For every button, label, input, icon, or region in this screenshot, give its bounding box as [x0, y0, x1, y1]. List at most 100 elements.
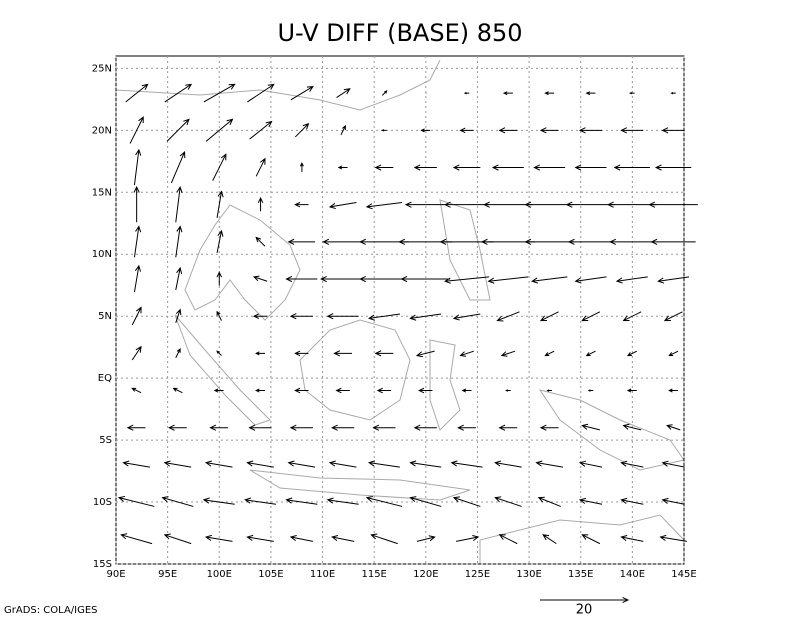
wind-vector — [500, 350, 516, 357]
wind-vector — [609, 238, 655, 245]
wind-vector — [413, 424, 437, 431]
wind-vector — [620, 460, 644, 468]
wind-vector — [418, 387, 433, 394]
wind-vector — [581, 311, 601, 322]
wind-vector — [648, 201, 698, 208]
wind-vector — [581, 534, 601, 545]
wind-vector — [663, 311, 683, 322]
wind-vector — [204, 460, 233, 468]
wind-vector — [615, 276, 648, 284]
y-tick-label: 10N — [92, 249, 112, 260]
wind-vector — [255, 388, 265, 393]
wind-vector — [255, 236, 266, 247]
x-tick-label: 145E — [671, 569, 696, 580]
wind-vector — [131, 387, 142, 394]
wind-vector — [285, 497, 318, 505]
wind-vector — [209, 424, 229, 431]
wind-vector — [539, 311, 559, 322]
wind-vector — [247, 83, 275, 103]
wind-vector — [161, 496, 194, 507]
wind-vector — [668, 388, 679, 393]
wind-vector — [216, 310, 222, 321]
wind-vector — [326, 313, 359, 320]
coastline — [249, 469, 471, 501]
wind-vector — [533, 164, 566, 171]
wind-vector — [163, 460, 192, 468]
wind-vector — [202, 497, 235, 505]
wind-vector — [166, 118, 190, 142]
wind-vector — [326, 497, 359, 505]
wind-vector — [629, 91, 635, 95]
wind-vector — [665, 424, 681, 431]
wind-vector — [578, 497, 603, 505]
wind-vector — [337, 165, 348, 170]
wind-vector — [542, 534, 557, 545]
wind-vector — [340, 124, 346, 135]
wind-vector — [613, 164, 650, 171]
wind-vector — [574, 164, 607, 171]
wind-vector — [216, 229, 224, 253]
wind-vector — [131, 306, 142, 326]
y-tick-label: 25N — [92, 63, 112, 74]
wind-vector — [365, 201, 403, 210]
wind-vector — [585, 350, 596, 357]
wind-vector — [246, 460, 274, 468]
y-tick-label: 10S — [93, 497, 112, 508]
wind-vector — [626, 388, 637, 393]
wind-vector — [365, 495, 403, 507]
wind-vector — [622, 311, 642, 322]
wind-vector — [452, 164, 481, 171]
wind-vector — [544, 91, 555, 96]
wind-vector — [587, 389, 594, 392]
wind-vector — [539, 127, 559, 134]
wind-vector — [463, 91, 470, 95]
wind-vector — [175, 266, 183, 291]
x-tick-label: 90E — [106, 569, 125, 580]
wind-vector — [249, 120, 273, 140]
wind-vector — [487, 276, 529, 284]
wind-vector — [626, 350, 637, 357]
wind-vector — [294, 122, 310, 138]
wind-vector — [172, 387, 183, 394]
x-tick-label: 115E — [361, 569, 386, 580]
wind-vector — [294, 201, 309, 208]
wind-vector — [287, 238, 316, 245]
wind-vector — [285, 275, 318, 283]
wind-vector — [376, 387, 392, 394]
wind-vector — [535, 460, 564, 468]
wind-vector — [204, 534, 233, 542]
wind-vector — [381, 90, 388, 96]
plot-frame — [115, 55, 685, 565]
wind-vector — [574, 276, 607, 284]
wind-vector — [585, 91, 596, 96]
wind-vector — [255, 157, 266, 177]
wind-vector — [164, 83, 193, 103]
wind-vector — [257, 196, 264, 212]
x-tick-label: 140E — [620, 569, 645, 580]
wind-vector — [546, 389, 552, 392]
wind-vector — [409, 460, 442, 468]
reference-vector — [540, 596, 630, 604]
wind-vector — [333, 350, 352, 357]
y-tick-label: 5S — [99, 435, 112, 446]
wind-vector — [367, 313, 400, 321]
wind-vector — [498, 534, 518, 545]
wind-vector — [459, 350, 474, 357]
wind-vector — [168, 424, 187, 431]
wind-vector — [294, 387, 309, 394]
wind-vector — [216, 350, 222, 356]
wind-vector — [443, 276, 490, 284]
wind-vector — [657, 276, 690, 284]
wind-vector — [494, 496, 522, 507]
wind-vector — [420, 128, 431, 133]
wind-vector — [163, 533, 192, 545]
wind-vector — [567, 238, 614, 245]
x-tick-label: 100E — [207, 569, 232, 580]
wind-vector — [505, 389, 511, 392]
wind-vector — [252, 275, 268, 282]
wind-vector — [452, 496, 481, 507]
wind-vector — [409, 313, 442, 321]
wind-vector — [244, 497, 277, 505]
wind-vector — [457, 424, 476, 431]
wind-vector — [120, 533, 153, 545]
